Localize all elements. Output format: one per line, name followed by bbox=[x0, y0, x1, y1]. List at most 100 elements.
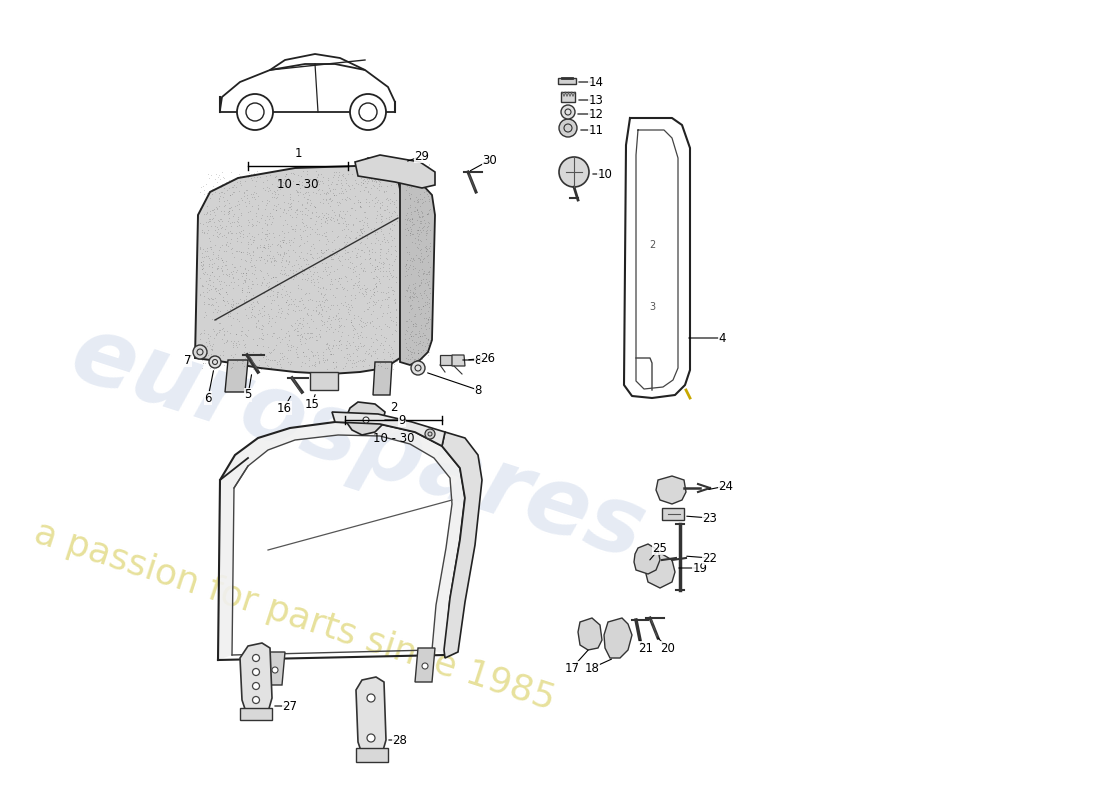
Point bbox=[385, 335, 403, 348]
Point bbox=[292, 186, 309, 198]
Point bbox=[404, 318, 421, 330]
Point bbox=[289, 194, 307, 207]
Point bbox=[252, 250, 270, 263]
Point bbox=[312, 308, 330, 321]
Point bbox=[204, 183, 221, 196]
Point bbox=[371, 201, 388, 214]
Point bbox=[201, 212, 219, 225]
Point bbox=[197, 207, 215, 220]
Point bbox=[371, 264, 388, 277]
Point bbox=[314, 318, 331, 331]
Point bbox=[382, 266, 399, 279]
Point bbox=[410, 270, 428, 282]
Point bbox=[324, 289, 342, 302]
Point bbox=[211, 288, 229, 301]
Point bbox=[403, 218, 420, 231]
Point bbox=[382, 281, 399, 294]
Point bbox=[407, 338, 425, 351]
Point bbox=[292, 204, 309, 217]
Point bbox=[282, 239, 299, 252]
Point bbox=[276, 311, 294, 324]
Point bbox=[381, 222, 398, 235]
Point bbox=[222, 226, 240, 239]
Point bbox=[299, 302, 317, 315]
Point bbox=[238, 246, 255, 258]
Point bbox=[411, 243, 429, 256]
Point bbox=[315, 295, 332, 308]
Point bbox=[194, 354, 211, 366]
Point bbox=[218, 286, 235, 298]
Point bbox=[196, 296, 213, 309]
Point bbox=[244, 296, 262, 309]
Point bbox=[375, 230, 393, 243]
Point bbox=[349, 195, 366, 208]
Point bbox=[336, 270, 353, 282]
Point bbox=[332, 338, 350, 350]
Point bbox=[206, 219, 223, 232]
Point bbox=[204, 266, 221, 278]
Point bbox=[310, 178, 328, 190]
Point bbox=[216, 294, 233, 307]
Point bbox=[355, 225, 373, 238]
Point bbox=[266, 170, 284, 183]
Point bbox=[241, 246, 258, 259]
Point bbox=[271, 310, 288, 323]
Point bbox=[310, 354, 328, 367]
Point bbox=[352, 257, 370, 270]
Point bbox=[328, 310, 345, 322]
Circle shape bbox=[253, 654, 260, 662]
Point bbox=[298, 220, 316, 233]
Point bbox=[213, 264, 231, 277]
Point bbox=[208, 326, 226, 339]
Point bbox=[411, 330, 429, 342]
Point bbox=[208, 356, 226, 369]
Point bbox=[290, 333, 308, 346]
Point bbox=[342, 273, 360, 286]
Point bbox=[252, 240, 270, 253]
Point bbox=[232, 328, 250, 341]
Point bbox=[223, 361, 241, 374]
Point bbox=[216, 187, 233, 200]
Point bbox=[372, 210, 389, 222]
Point bbox=[356, 238, 374, 250]
Point bbox=[295, 264, 312, 277]
Point bbox=[267, 254, 285, 267]
Point bbox=[306, 201, 323, 214]
Point bbox=[238, 268, 255, 281]
Point bbox=[341, 350, 359, 362]
Point bbox=[316, 246, 333, 258]
Point bbox=[235, 359, 253, 372]
Point bbox=[223, 301, 241, 314]
Circle shape bbox=[236, 94, 273, 130]
Point bbox=[360, 195, 377, 208]
Point bbox=[224, 261, 242, 274]
Point bbox=[250, 332, 267, 345]
Point bbox=[261, 207, 278, 220]
Point bbox=[200, 283, 218, 296]
Point bbox=[240, 311, 257, 324]
Point bbox=[323, 225, 341, 238]
Point bbox=[207, 327, 224, 340]
Point bbox=[378, 168, 396, 181]
Point bbox=[280, 178, 298, 191]
Point bbox=[233, 357, 251, 370]
Point bbox=[404, 235, 421, 248]
Circle shape bbox=[561, 105, 575, 119]
Point bbox=[363, 174, 381, 186]
Point bbox=[191, 241, 209, 254]
Point bbox=[397, 284, 415, 297]
Point bbox=[258, 224, 276, 237]
Point bbox=[329, 230, 346, 242]
Point bbox=[206, 362, 223, 375]
Point bbox=[213, 333, 231, 346]
Point bbox=[255, 339, 273, 352]
Point bbox=[406, 171, 424, 184]
Point bbox=[224, 281, 242, 294]
Point bbox=[344, 218, 362, 231]
Point bbox=[419, 275, 437, 288]
Polygon shape bbox=[356, 748, 388, 762]
Point bbox=[287, 342, 305, 355]
Point bbox=[318, 362, 336, 375]
Point bbox=[223, 302, 241, 315]
Point bbox=[227, 226, 244, 239]
